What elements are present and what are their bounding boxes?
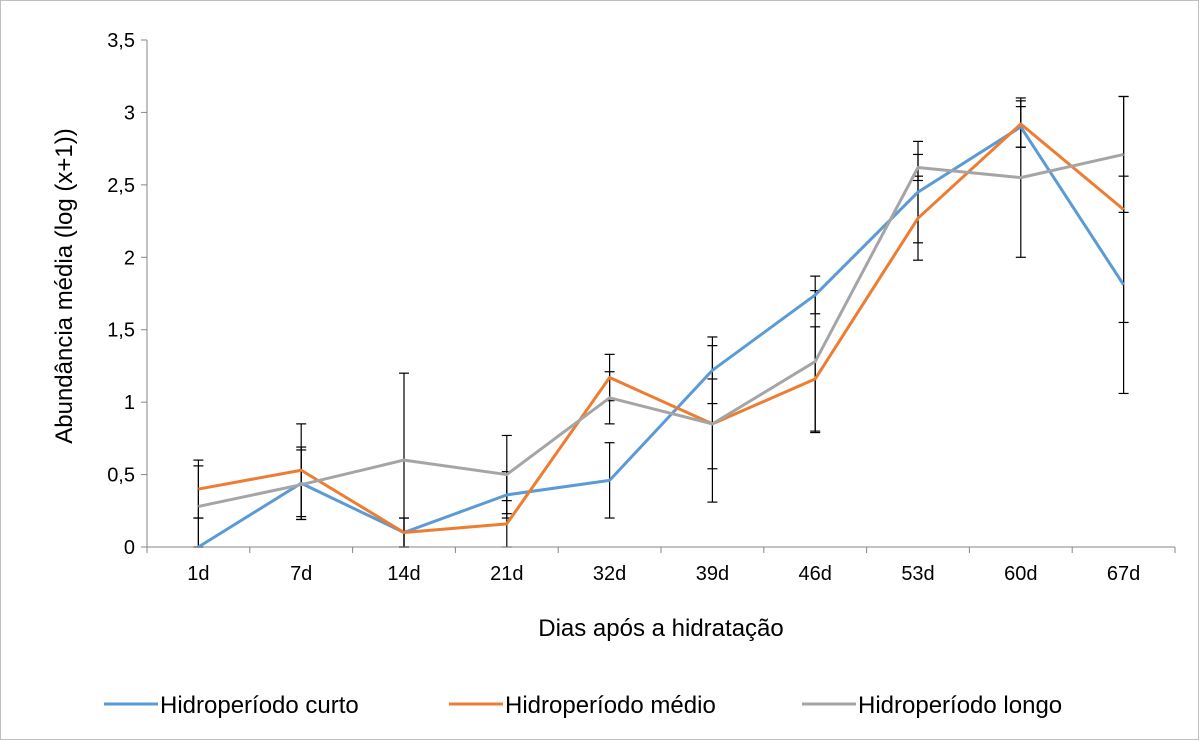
y-ticks: 0 0,5 1 1,5 2 2,5 3 3,5 (107, 30, 147, 559)
y-tick-label: 1,5 (107, 320, 135, 342)
x-tick-label: 39d (696, 563, 729, 585)
y-tick-label: 2 (124, 247, 135, 269)
legend-label: Hidroperíodo longo (858, 692, 1062, 719)
x-tick-label: 1d (187, 563, 209, 585)
x-tick-label: 14d (387, 563, 420, 585)
y-tick-label: 3 (124, 102, 135, 124)
y-tick-label: 1 (124, 392, 135, 414)
x-axis-title: Dias após a hidratação (538, 615, 783, 642)
legend-label: Hidroperíodo médio (505, 692, 716, 719)
x-tick-label: 67d (1107, 563, 1140, 585)
x-tick-label: 60d (1004, 563, 1037, 585)
x-tick-label: 21d (490, 563, 523, 585)
y-tick-label: 3,5 (107, 30, 135, 52)
legend-label: Hidroperíodo curto (160, 692, 359, 719)
legend-item: Hidroperíodo curto (104, 692, 359, 719)
y-tick-label: 0 (124, 537, 135, 559)
x-ticks: 1d 7d 14d 21d 32d 39d 46d 53d 60d 67d (146, 547, 1176, 585)
legend-item: Hidroperíodo longo (802, 692, 1062, 719)
y-tick-label: 2,5 (107, 175, 135, 197)
x-tick-label: 7d (290, 563, 312, 585)
y-tick-label: 0,5 (107, 465, 135, 487)
series-line-short (197, 125, 1125, 549)
x-tick-label: 46d (799, 563, 832, 585)
x-tick-label: 53d (901, 563, 934, 585)
legend-item: Hidroperíodo médio (449, 692, 716, 719)
x-tick-label: 32d (593, 563, 626, 585)
series-line-long (198, 152, 1124, 508)
series-line-medium (198, 122, 1125, 535)
series-lines (197, 122, 1125, 549)
y-axis-title: Abundância média (log (x+1)) (51, 128, 78, 444)
legend: Hidroperíodo curto Hidroperíodo médio Hidr… (104, 692, 1062, 719)
error-bars (193, 95, 1129, 548)
